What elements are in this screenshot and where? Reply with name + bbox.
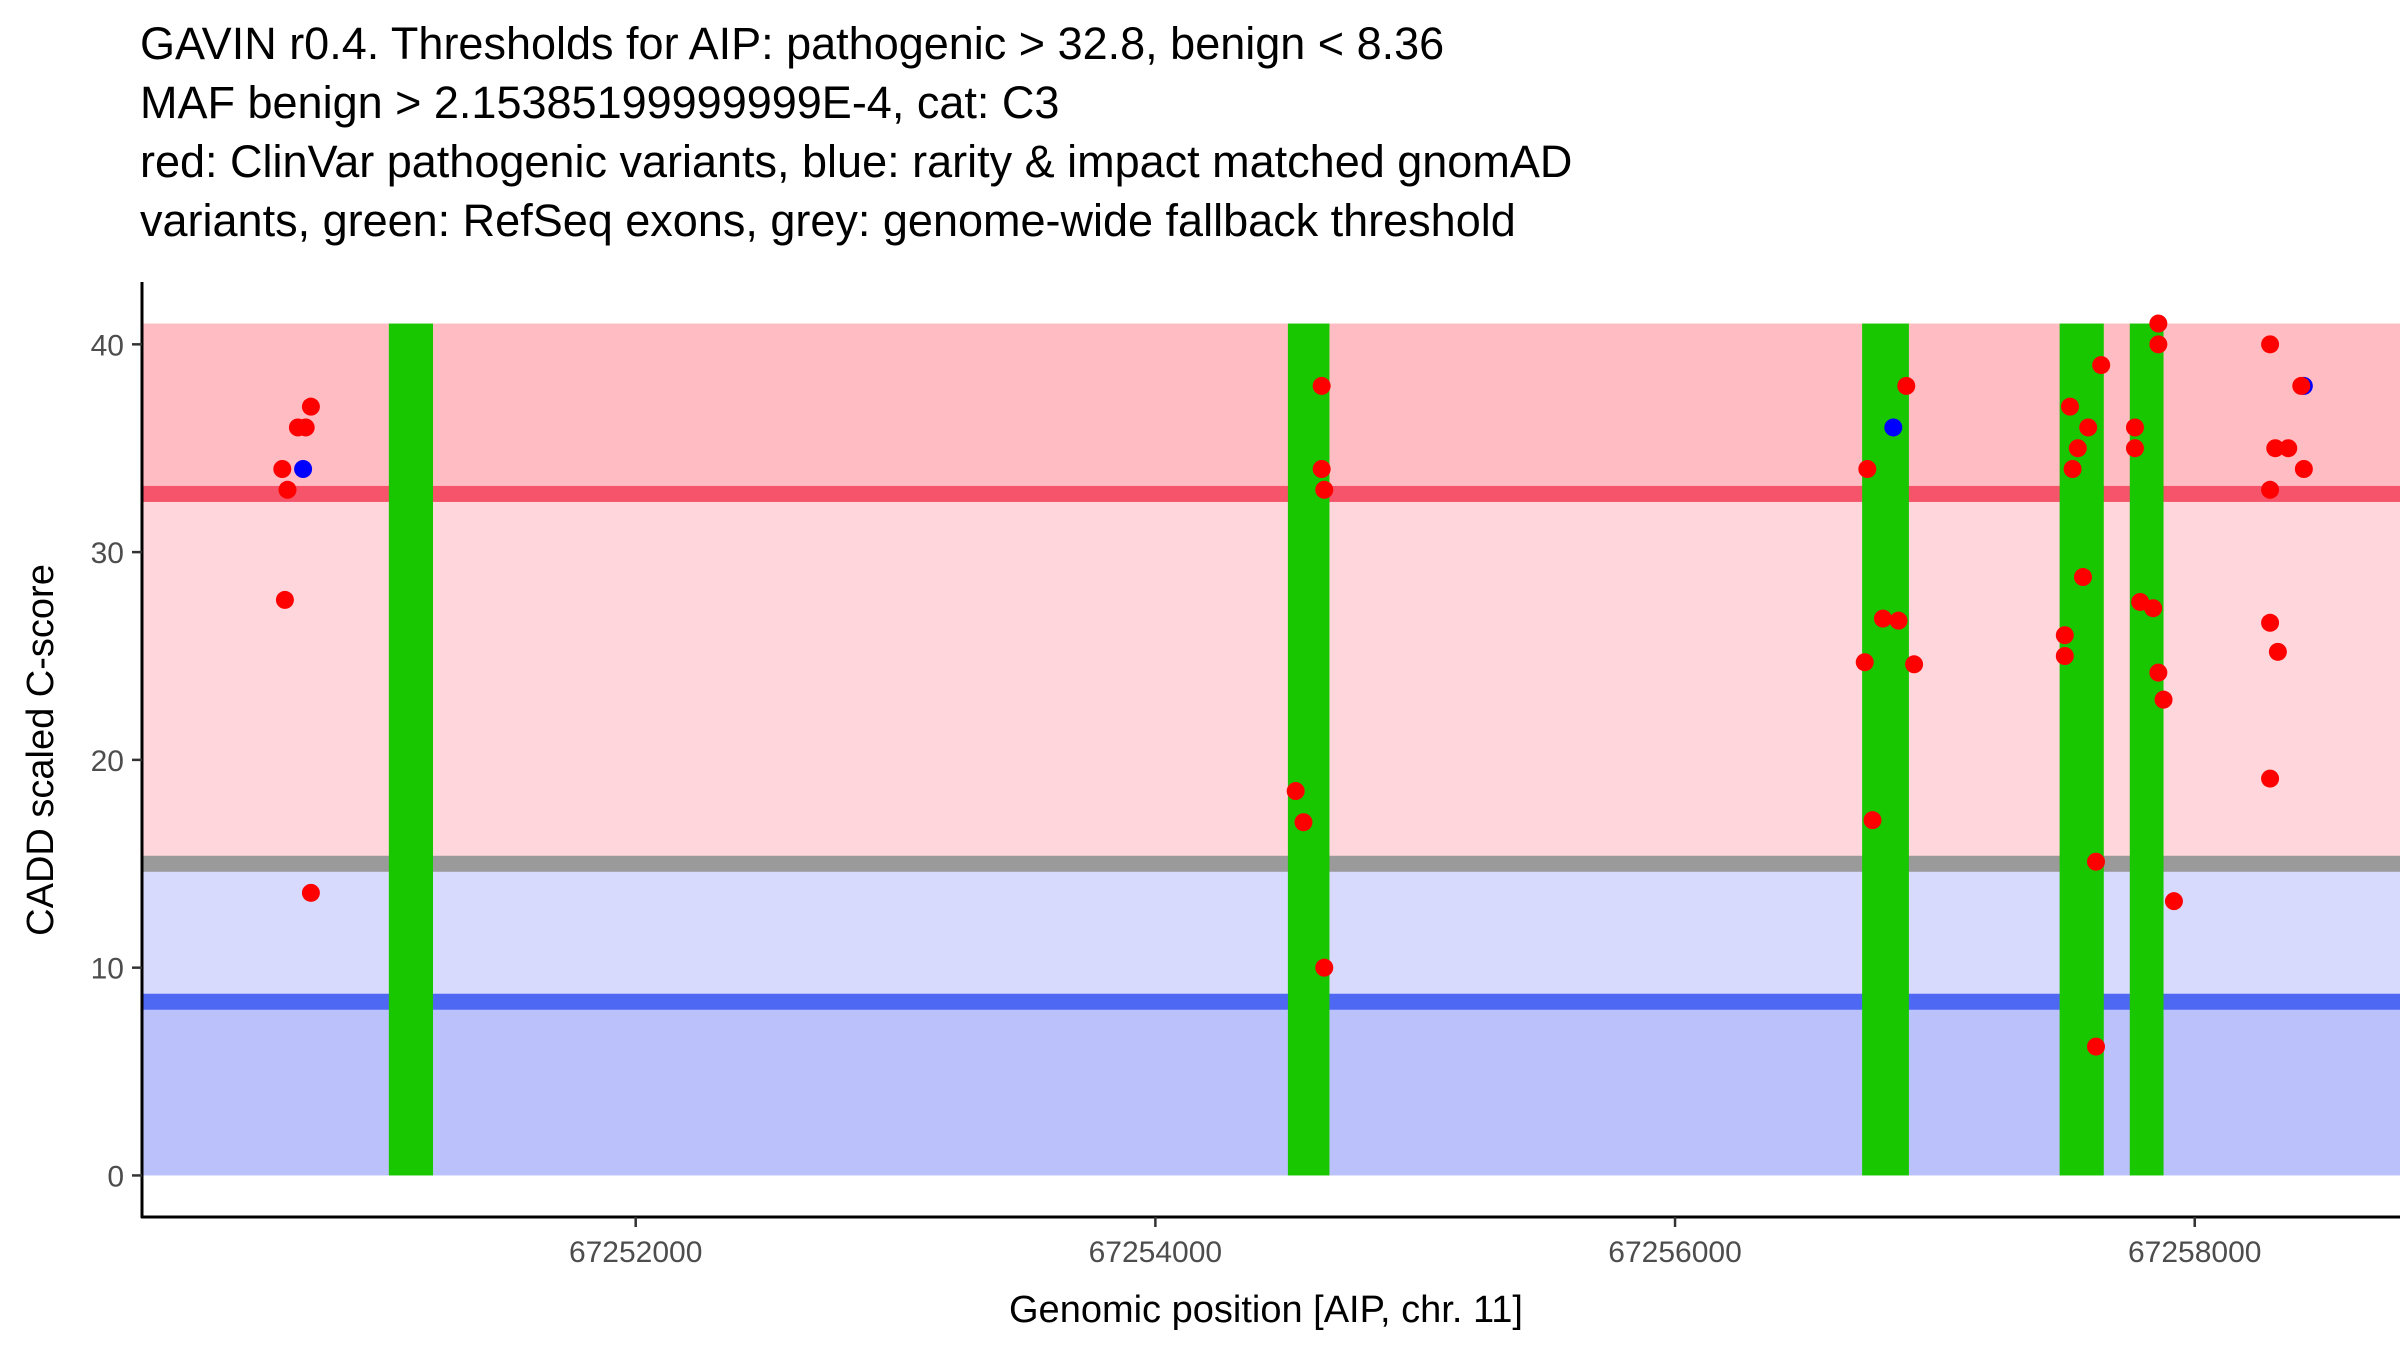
exon-bar-2 [1287,323,1330,1176]
clinvar-point [1855,653,1874,672]
clinvar-point [2149,335,2168,354]
clinvar-point [275,590,294,609]
x-tick-label: 67258000 [2128,1236,2261,1269]
pathogenic-threshold-line [142,485,2400,502]
clinvar-point [2292,376,2311,395]
clinvar-point [2261,613,2280,632]
clinvar-point [296,418,315,437]
title-line-4: variants, green: RefSeq exons, grey: gen… [140,195,1516,246]
clinvar-point [2261,480,2280,499]
clinvar-point [2261,769,2280,788]
clinvar-point [2144,599,2163,618]
title-line-2: MAF benign > 2.15385199999999E-4, cat: C… [140,77,1060,128]
clinvar-point [2068,439,2087,458]
x-tick-label: 67256000 [1608,1236,1741,1269]
clinvar-point [2279,439,2298,458]
clinvar-point [2073,568,2092,587]
y-tick-label: 20 [91,745,124,778]
clinvar-point [2055,647,2074,665]
clinvar-point [1315,480,1334,499]
x-axis-ticks: 67252000 67254000 67256000 67258000 [569,1217,2261,1269]
clinvar-point [2063,460,2082,478]
title-line-1: GAVIN r0.4. Thresholds for AIP: pathogen… [140,18,1445,69]
clinvar-point [301,397,320,416]
benign-threshold-line [142,993,2400,1010]
y-axis-title: CADD scaled C-score [20,564,62,936]
exon-bars [388,323,2164,1176]
clinvar-point [2294,460,2313,478]
gnomad-point [1884,418,1903,437]
clinvar-point [2125,439,2144,458]
gnomad-point [294,460,313,478]
clinvar-point [1294,813,1313,832]
y-axis-ticks: 0 10 20 30 40 [91,329,142,1193]
clinvar-point [1286,782,1305,801]
clinvar-point [2266,439,2285,458]
clinvar-point [273,460,292,478]
clinvar-point [1315,958,1334,977]
clinvar-point [2149,663,2168,682]
clinvar-point [2125,418,2144,437]
clinvar-point [301,883,320,902]
variant-points [273,314,2313,1056]
clinvar-point [2164,892,2183,911]
band-bottom [142,1001,2400,1176]
clinvar-point [2268,642,2287,661]
clinvar-point [1873,609,1892,628]
clinvar-point [2086,1037,2105,1056]
clinvar-point [1889,611,1908,630]
threshold-lines [142,485,2400,1010]
y-tick-label: 0 [107,1160,124,1193]
clinvar-point [2092,356,2111,375]
clinvar-point [1897,376,1916,395]
fallback-threshold-line [142,855,2400,872]
exon-bar-1 [388,323,434,1176]
clinvar-point [2079,418,2098,437]
band-high [142,323,2400,494]
clinvar-point [2061,397,2080,416]
clinvar-point [2086,852,2105,871]
x-axis-title: Genomic position [AIP, chr. 11] [1009,1289,1523,1331]
y-tick-label: 40 [91,329,124,362]
clinvar-point [1312,376,1331,395]
clinvar-point [1863,811,1882,830]
clinvar-point [2055,626,2074,645]
clinvar-point [278,480,297,499]
clinvar-point [1858,460,1877,478]
band-low [142,863,2400,1002]
band-mid [142,493,2400,864]
threshold-bands [142,323,2400,1176]
exon-bar-5 [2129,323,2164,1176]
x-tick-label: 67252000 [569,1236,702,1269]
chart-title: GAVIN r0.4. Thresholds for AIP: pathogen… [140,14,2370,250]
y-tick-label: 30 [91,537,124,570]
clinvar-point [1312,460,1331,478]
clinvar-point [2149,314,2168,333]
clinvar-point [2261,335,2280,354]
exon-bar-3 [1862,323,1909,1176]
x-tick-label: 67254000 [1089,1236,1222,1269]
y-tick-label: 10 [91,953,124,986]
clinvar-point [1905,655,1924,674]
title-line-3: red: ClinVar pathogenic variants, blue: … [140,136,1573,187]
clinvar-point [2154,690,2173,709]
